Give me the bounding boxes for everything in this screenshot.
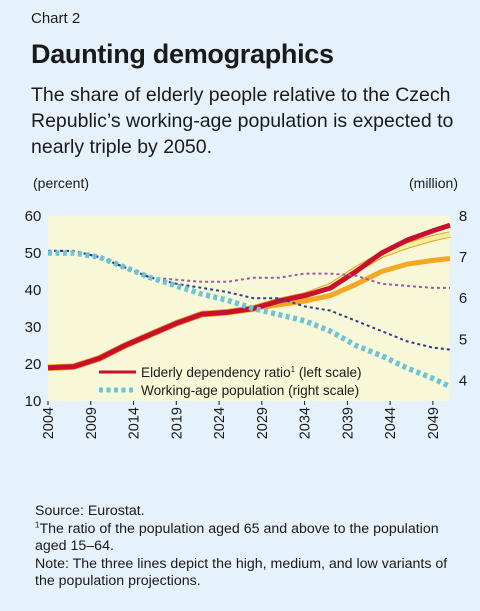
series-lines bbox=[47, 222, 452, 390]
source-note: Source: Eurostat. bbox=[35, 503, 145, 519]
x-tick-label: 2039 bbox=[340, 407, 356, 439]
footnote: 1The ratio of the population aged 65 and… bbox=[29, 519, 454, 556]
x-tick-label: 2004 bbox=[41, 407, 57, 439]
right-y-tick-label: 6 bbox=[459, 290, 467, 307]
right-axis-unit: (million) bbox=[409, 175, 458, 191]
footnote-mark: 1 bbox=[35, 519, 40, 529]
x-tick-label: 2044 bbox=[383, 407, 399, 439]
chart-title: Daunting demographics bbox=[31, 39, 334, 69]
chart-notes: Source: Eurostat. 1The ratio of the popu… bbox=[29, 503, 454, 591]
left-axis-unit: (percent) bbox=[33, 175, 90, 191]
legend-label-elderly-ratio: Elderly dependency ratio1 (left scale) bbox=[141, 365, 362, 380]
right-y-tick-label: 7 bbox=[459, 249, 467, 266]
left-y-tick-label: 20 bbox=[25, 356, 42, 373]
footnote-text: The ratio of the population aged 65 and … bbox=[35, 520, 439, 555]
left-y-axis: 10 20 30 40 50 60 bbox=[25, 208, 42, 410]
working-age-low-line bbox=[48, 249, 451, 351]
left-y-tick-label: 10 bbox=[25, 393, 42, 410]
working-age-high-line bbox=[48, 249, 450, 289]
working-age-medium-line bbox=[48, 250, 452, 390]
left-y-tick-label: 50 bbox=[25, 245, 42, 262]
x-tick-label: 2049 bbox=[426, 407, 442, 439]
legend: Elderly dependency ratio1 (left scale) W… bbox=[99, 365, 362, 398]
chart-number: Chart 2 bbox=[31, 10, 81, 27]
elderly-ratio-high-line bbox=[47, 222, 451, 371]
x-tick-label: 2029 bbox=[255, 407, 271, 439]
x-tick-label: 2009 bbox=[84, 407, 100, 439]
x-tick-label: 2024 bbox=[212, 407, 228, 439]
chart-subtitle: The share of elderly people relative to … bbox=[31, 84, 454, 158]
right-y-tick-label: 8 bbox=[459, 208, 467, 225]
x-tick-label: 2034 bbox=[298, 407, 314, 439]
x-tick-label: 2019 bbox=[169, 407, 185, 439]
right-y-tick-label: 5 bbox=[459, 331, 467, 348]
left-y-tick-label: 30 bbox=[25, 319, 42, 336]
left-y-tick-label: 60 bbox=[25, 208, 42, 225]
x-tick-label: 2014 bbox=[127, 407, 143, 439]
legend-label-working-age: Working-age population (right scale) bbox=[141, 383, 359, 398]
left-y-tick-label: 40 bbox=[25, 282, 42, 299]
right-y-tick-label: 4 bbox=[459, 372, 467, 389]
right-y-axis: 4 5 6 7 8 bbox=[459, 208, 467, 389]
x-axis: 2004 2009 2014 2019 2024 2029 2034 2039 2044 2049 bbox=[41, 401, 442, 439]
projection-note: Note: The three lines depict the high, m… bbox=[35, 555, 448, 590]
